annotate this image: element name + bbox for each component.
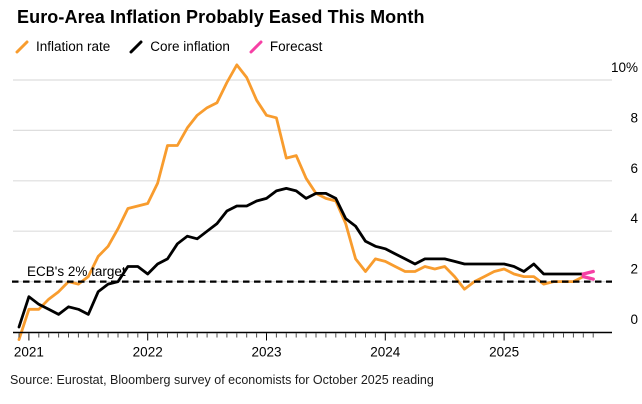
legend-label: Inflation rate: [36, 39, 111, 54]
x-axis-label: 2022: [133, 345, 163, 360]
series-line-inflation-rate: [17, 63, 585, 341]
forecast-line-icon: [249, 40, 263, 53]
page-title: Euro-Area Inflation Probably Eased This …: [17, 7, 425, 27]
series-line-core-inflation: [17, 187, 585, 329]
y-axis-label: 10%: [611, 60, 638, 75]
y-axis-label: 6: [630, 161, 638, 176]
y-axis-label: 2: [630, 262, 638, 277]
source-note: Source: Eurostat, Bloomberg survey of ec…: [10, 373, 434, 387]
chart-legend: Inflation rate Core inflation Forecast: [15, 39, 341, 54]
inflation-rate-line-icon: [15, 40, 29, 53]
x-axis-label: 2023: [251, 345, 281, 360]
y-axis-label: 0: [630, 312, 638, 327]
ecb-target-label: ECB's 2% target: [27, 264, 126, 279]
forecast-segment-inflation-rate: [581, 274, 595, 281]
legend-label: Forecast: [269, 39, 323, 54]
legend-item-core-inflation: Core inflation: [129, 39, 230, 54]
forecast-segment-core-inflation: [581, 269, 595, 276]
x-axis-label: 2024: [370, 345, 401, 360]
legend-item-inflation-rate: Inflation rate: [15, 39, 110, 54]
core-inflation-line-icon: [129, 40, 143, 53]
x-axis-label: 2025: [489, 345, 519, 360]
legend-item-forecast: Forecast: [249, 39, 323, 54]
x-axis-label: 2021: [14, 345, 44, 360]
y-axis-label: 8: [630, 110, 638, 125]
legend-label: Core inflation: [150, 39, 230, 54]
y-axis-label: 4: [630, 211, 638, 226]
